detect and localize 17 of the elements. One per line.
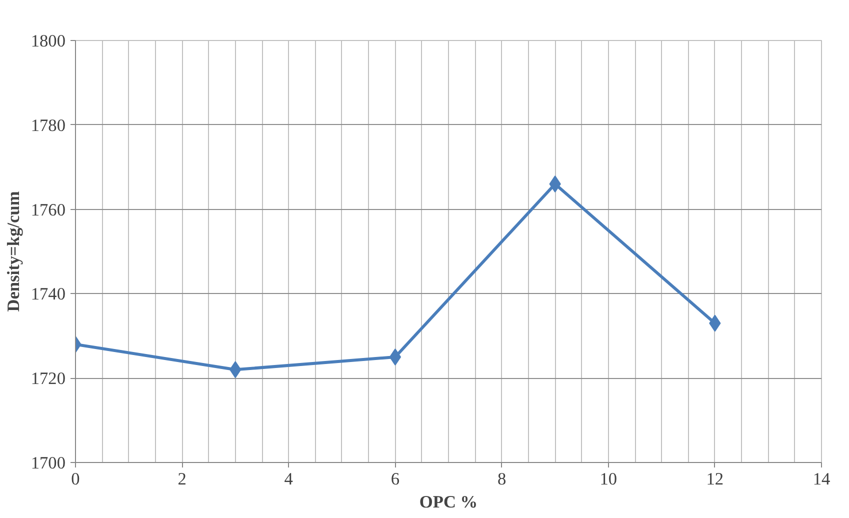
y-axis-title: Density=kg/cum: [4, 190, 23, 312]
x-tick-label: 12: [706, 470, 724, 488]
point: [389, 348, 402, 366]
y-tick-label: 1720: [30, 369, 66, 388]
x-tick-label: 8: [497, 470, 506, 488]
x-tick-label: 2: [178, 470, 186, 488]
x-tick-label: 0: [71, 470, 80, 488]
y-tick-label: 1800: [30, 32, 66, 50]
y-tick-label: 1760: [30, 200, 66, 220]
x-tick-label: 14: [812, 470, 830, 488]
x-axis-title: OPC %: [419, 492, 478, 512]
y-tick-label: 1740: [30, 284, 66, 304]
x-tick-label: 6: [390, 470, 400, 488]
y-tick-label: 1700: [30, 454, 66, 472]
x-tick-label: 4: [284, 470, 294, 488]
x-tick-label: 10: [600, 470, 618, 488]
y-tick-label: 1780: [30, 116, 66, 135]
